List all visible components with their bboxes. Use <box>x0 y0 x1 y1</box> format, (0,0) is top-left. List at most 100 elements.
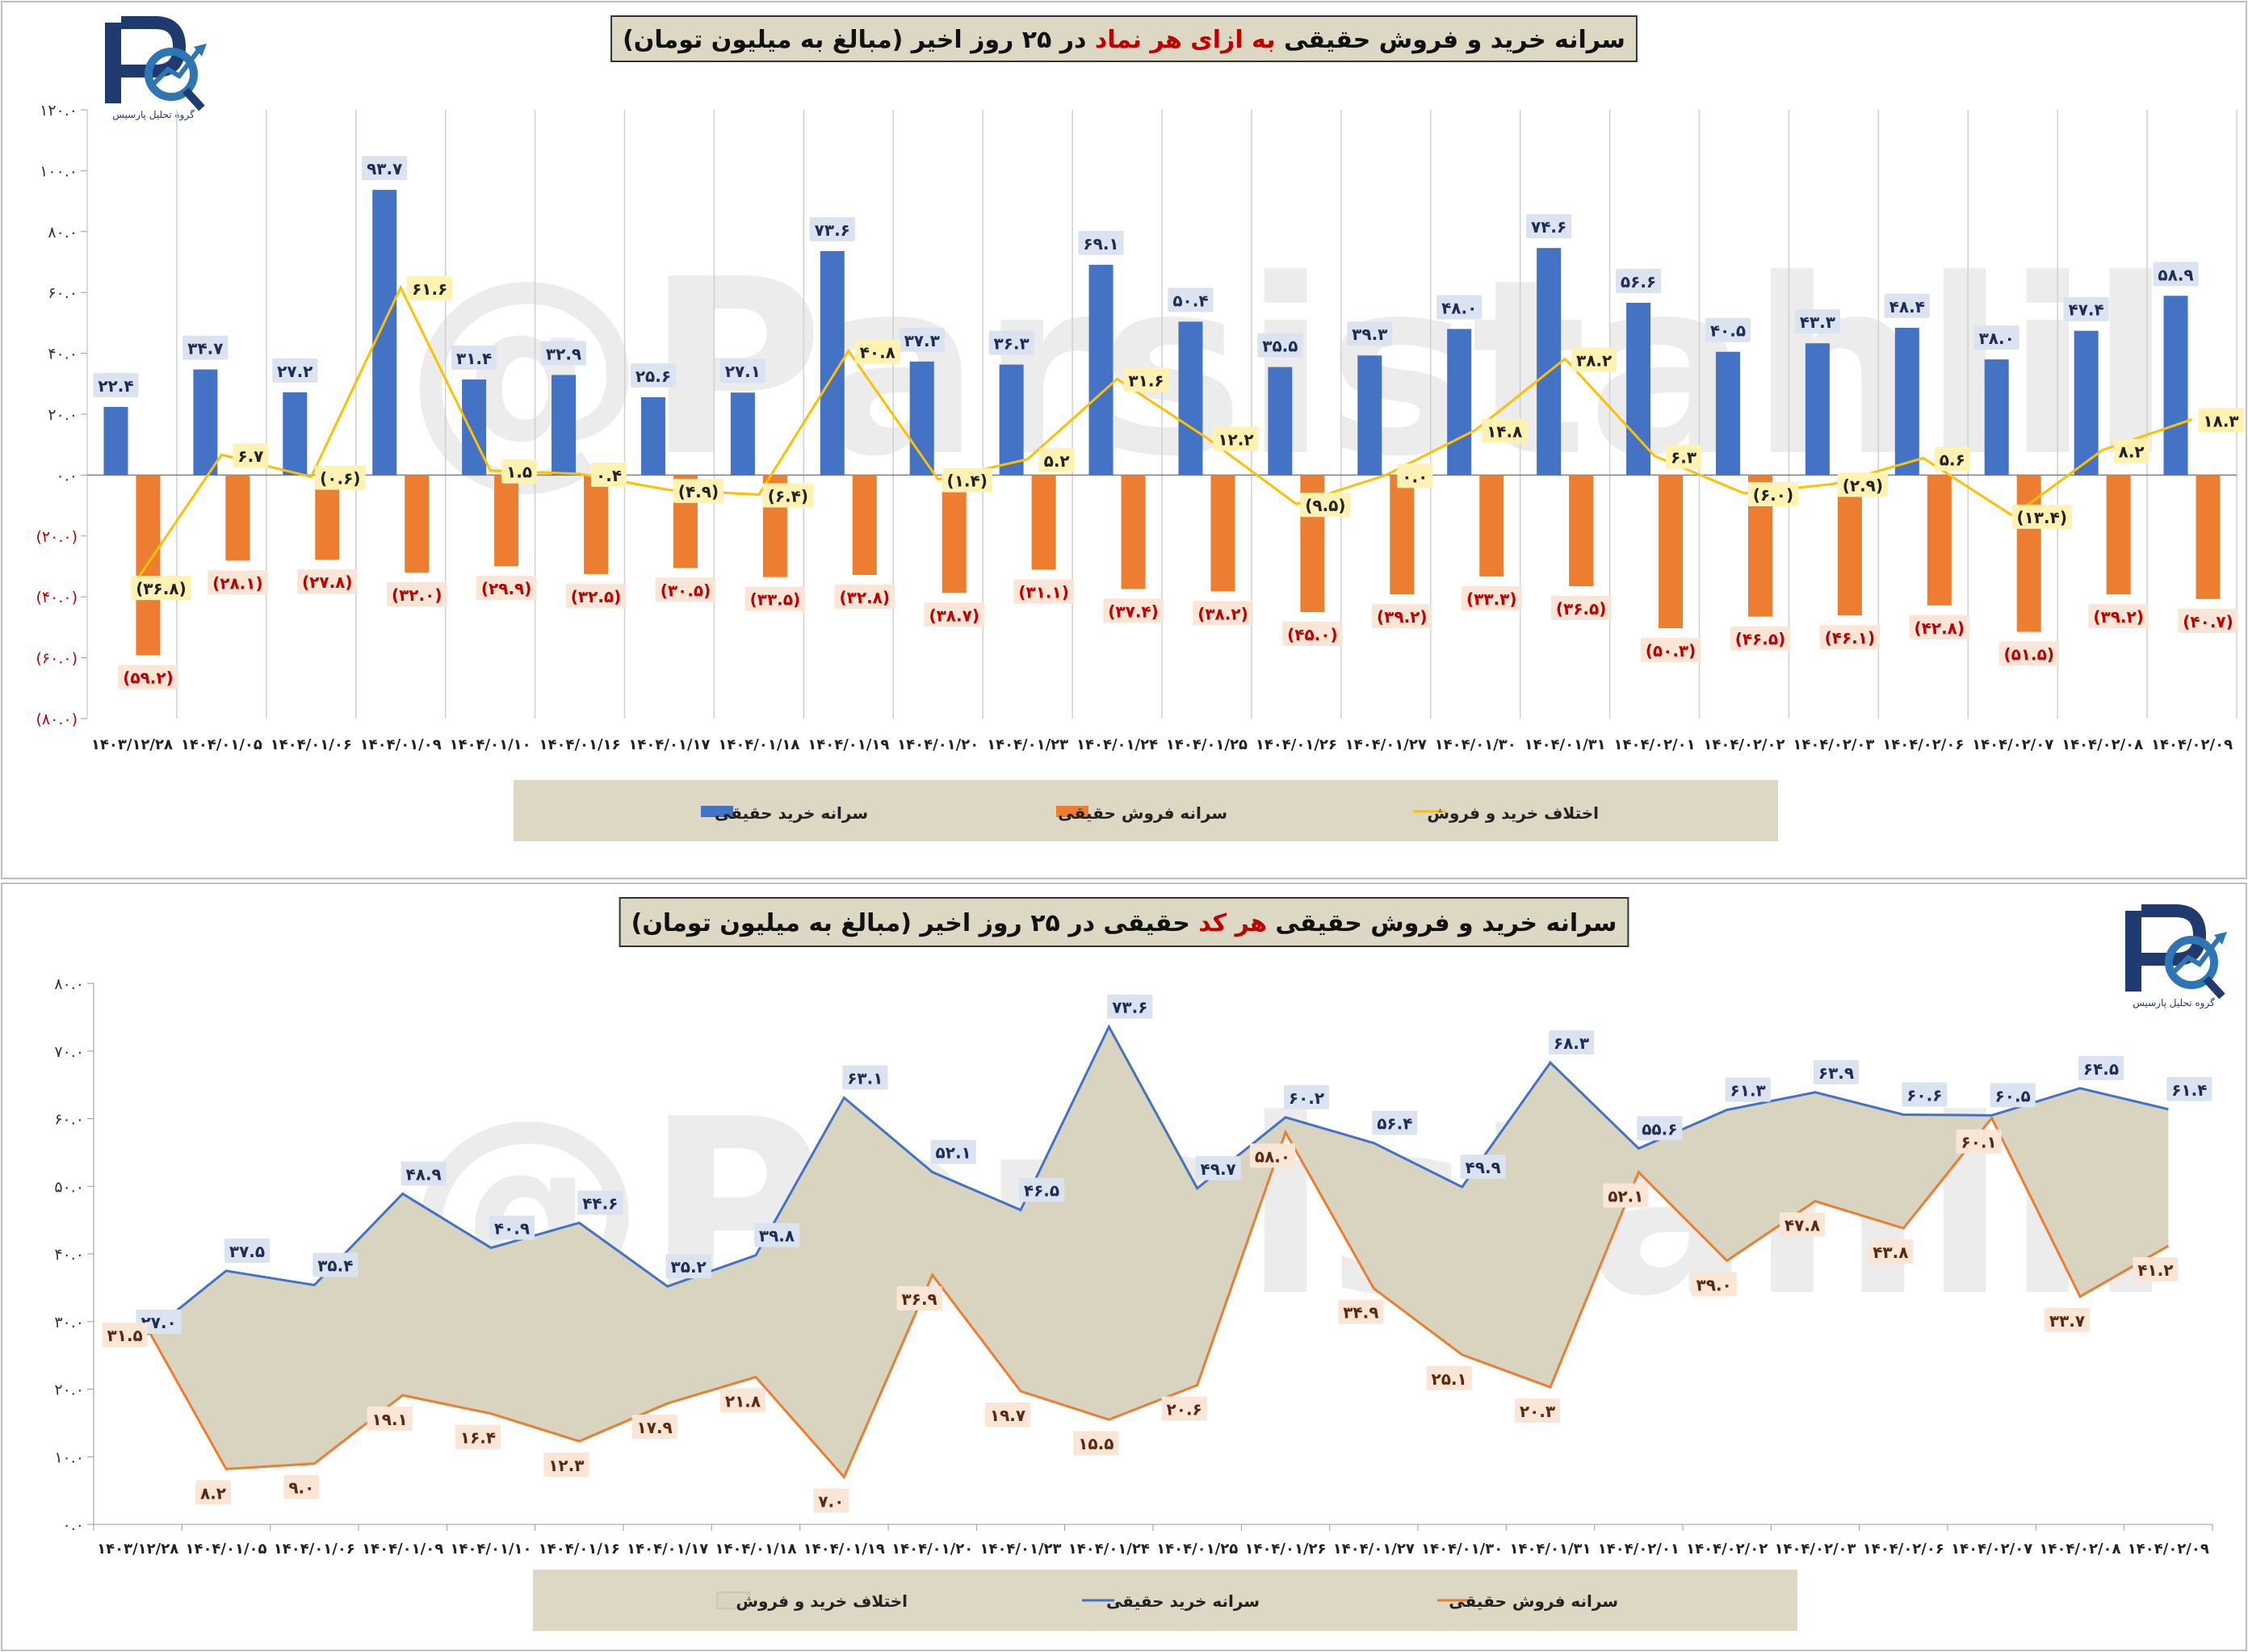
sell-data-label: ۸.۲ <box>200 1483 226 1503</box>
buy-bar <box>1984 359 2009 476</box>
buy-data-label: ۲۲.۴ <box>98 376 133 396</box>
sell-data-label-bg <box>283 1474 320 1499</box>
buy-data-label-group: ۵۵.۶ <box>1637 1116 1683 1141</box>
sell-data-label-group: ۱۵.۵ <box>1073 1431 1119 1456</box>
diff-data-label-bg <box>1123 367 1169 392</box>
legend-area-swatch <box>716 1591 750 1609</box>
sell-data-label-group: ۶۰.۱ <box>1956 1129 2002 1154</box>
x-tick-label: ۱۴۰۴/۰۲/۰۸ <box>2039 1541 2120 1558</box>
diff-data-label: (۱.۴) <box>947 472 988 491</box>
sell-data-label-group: ۳۱.۵ <box>102 1323 148 1348</box>
sell-data-label-bg <box>1426 1365 1472 1390</box>
sell-data-label-group: ۲۵.۱ <box>1426 1365 1472 1390</box>
sell-data-label: ۹.۰ <box>288 1478 314 1498</box>
buy-data-label-bg <box>451 346 497 371</box>
sell-data-label-group: (۵۹.۲) <box>118 665 178 690</box>
sell-data-label-bg <box>1161 1396 1207 1421</box>
diff-data-label: ۸.۲ <box>2119 442 2145 461</box>
diff-data-label-bg <box>591 462 627 487</box>
x-tick-label: ۱۴۰۴/۰۲/۰۳ <box>1793 736 1874 753</box>
diff-data-label-group: ۳۱.۶ <box>1123 367 1169 392</box>
sell-data-label-group: (۳۳.۳) <box>1461 585 1522 610</box>
buy-data-label-bg <box>93 372 139 397</box>
buy-data-label: ۷۳.۶ <box>815 220 850 240</box>
sell-data-label-bg <box>297 569 358 594</box>
buy-data-label: ۳۹.۳ <box>1352 325 1387 344</box>
buy-data-label-group: ۴۰.۵ <box>1705 317 1751 342</box>
buy-bar <box>462 379 487 476</box>
sell-data-label: ۲۵.۱ <box>1432 1369 1467 1389</box>
sell-data-label: ۱۲.۳ <box>548 1456 584 1475</box>
sell-data-label-bg <box>631 1415 677 1440</box>
sell-data-label-bg <box>118 665 178 690</box>
sell-data-label: ۳۹.۰ <box>1696 1275 1732 1294</box>
diff-data-label: ۶۱.۶ <box>412 279 447 299</box>
buy-bar <box>1178 321 1203 476</box>
diff-data-label: ۱.۵ <box>506 463 532 482</box>
sell-data-label: ۴۱.۲ <box>2137 1260 2173 1280</box>
chart1-legend: سرانه خرید حقیقی سرانه فروش حقیقی اختلاف خ… <box>514 780 1778 841</box>
y-tick-label: ۱۰۰.۰ <box>40 162 78 180</box>
sell-data-label: (۴۶.۱) <box>1825 628 1876 648</box>
sell-data-label: (۳۲.۰) <box>392 585 442 605</box>
buy-data-label-bg <box>1794 309 1840 334</box>
sell-data-label-bg <box>102 1323 148 1348</box>
y-tick-label: ۰.۰ <box>63 1516 84 1534</box>
diff-data-label-group: ۸.۲ <box>2113 438 2149 463</box>
sell-data-label-group: (۳۲.۰) <box>386 582 447 607</box>
sell-data-label-group: ۵۲.۱ <box>1603 1183 1649 1208</box>
legend-diff-label: اختلاف خرید و فروش <box>1427 803 1599 823</box>
sell-data-label: (۳۱.۱) <box>1018 583 1069 602</box>
buy-data-label-bg <box>842 1065 888 1090</box>
buy-data-label: ۳۷.۳ <box>904 331 940 350</box>
buy-data-label: ۳۴.۷ <box>187 339 223 358</box>
sell-data-label: ۲۰.۳ <box>1520 1402 1555 1421</box>
buy-data-label-group: ۳۶.۳ <box>988 330 1034 355</box>
buy-bar <box>1894 327 1919 476</box>
chart-per-symbol: سرانه خرید و فروش حقیقی به ازای هر نماد … <box>36 15 2244 841</box>
buy-data-label-group: ۵۰.۴ <box>1168 287 1214 312</box>
buy-data-label-group: ۶۳.۹ <box>1813 1059 1860 1084</box>
x-tick-label: ۱۴۰۴/۰۱/۱۹ <box>803 1541 885 1558</box>
sell-bar <box>1390 475 1415 595</box>
sell-data-label: (۵۱.۵) <box>2003 645 2054 665</box>
buy-data-label-bg <box>489 1215 535 1240</box>
buy-data-label-bg <box>630 363 677 388</box>
buy-data-label-group: ۷۳.۶ <box>809 216 855 241</box>
diff-data-label-group: ۰.۴ <box>591 462 627 487</box>
y-tick-label: ۴۰.۰ <box>54 1246 84 1264</box>
chart1-title-box <box>610 15 1638 62</box>
buy-data-label-group: ۹۳.۷ <box>362 156 408 181</box>
sell-data-label: ۴۷.۸ <box>1785 1216 1820 1235</box>
diff-data-label-bg <box>854 339 900 364</box>
x-tick-label: ۱۴۰۴/۰۱/۳۱ <box>1525 736 1606 753</box>
sell-data-label-group: (۳۸.۲) <box>1193 601 1253 626</box>
logo-p-icon <box>2141 904 2207 966</box>
sell-data-label-group: ۱۹.۷ <box>984 1403 1031 1428</box>
sell-data-label: ۱۹.۷ <box>990 1406 1025 1425</box>
buy-data-label: ۳۵.۴ <box>317 1256 353 1276</box>
buy-data-label-bg <box>2063 296 2109 321</box>
sell-data-label: (۳۲.۸) <box>840 588 891 607</box>
buy-data-label-bg <box>1107 994 1153 1019</box>
buy-data-label-bg <box>2078 1055 2124 1080</box>
buy-line <box>136 1024 2169 1344</box>
x-tick-label: ۱۴۰۴/۰۱/۱۷ <box>628 736 710 753</box>
buy-data-label-bg <box>577 1190 623 1215</box>
buy-data-label-group: ۵۲.۱ <box>930 1139 976 1164</box>
sell-data-label: ۵۲.۱ <box>1608 1187 1643 1206</box>
sell-data-label: ۴۳.۸ <box>1873 1243 1908 1262</box>
sell-data-label: (۳۳.۳) <box>1466 589 1517 609</box>
sell-data-label-group: ۳۹.۰ <box>1691 1272 1737 1297</box>
buy-data-label-bg <box>362 156 408 181</box>
buy-data-label: ۳۸.۰ <box>1979 329 2015 348</box>
buy-data-label-bg <box>224 1238 271 1263</box>
buy-data-label-group: ۳۸.۰ <box>1973 325 2019 350</box>
diff-data-label-bg <box>2011 504 2072 529</box>
diff-data-label-group: ۰.۰ <box>1397 463 1433 488</box>
buy-data-label: ۴۴.۶ <box>582 1193 618 1213</box>
sell-data-label-group: (۵۱.۵) <box>1998 641 2059 666</box>
diff-data-label-group: (۹.۵) <box>1300 493 1351 518</box>
buy-data-label: ۳۵.۵ <box>1262 337 1298 356</box>
buy-data-label-group: ۳۷.۵ <box>224 1238 271 1263</box>
